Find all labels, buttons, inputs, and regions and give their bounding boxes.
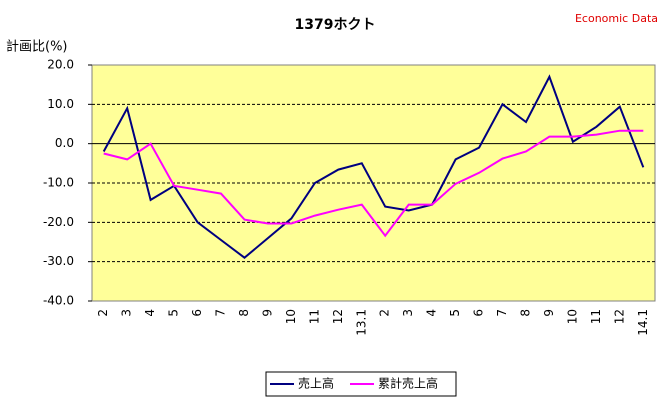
x-tick-label: 5 xyxy=(167,309,181,317)
x-tick-label: 7 xyxy=(214,309,228,317)
x-tick-label: 9 xyxy=(542,309,556,317)
legend: 売上高 累計売上高 xyxy=(265,371,457,397)
x-tick-label: 14.1 xyxy=(636,309,650,336)
x-tick-label: 7 xyxy=(495,309,509,317)
source-label: Economic Data xyxy=(575,12,658,25)
x-tick-label: 10 xyxy=(565,309,579,324)
series-line xyxy=(102,74,645,259)
legend-label: 売上高 xyxy=(298,376,334,391)
x-tick-label: 2 xyxy=(378,309,392,317)
y-tick-label: -20.0 xyxy=(43,215,74,229)
y-tick-label: -10.0 xyxy=(43,176,74,190)
y-tick-label: 0.0 xyxy=(55,136,74,150)
x-tick-label: 2 xyxy=(96,309,110,317)
y-axis-label: 計画比(%) xyxy=(6,39,68,55)
x-tick-label: 3 xyxy=(120,309,134,317)
x-tick-label: 11 xyxy=(307,309,321,324)
y-tick-label: 20.0 xyxy=(47,58,74,72)
chart-title: 1379ホクト xyxy=(295,17,376,33)
legend-label: 累計売上高 xyxy=(378,376,438,391)
y-tick-label: 10.0 xyxy=(47,97,74,111)
x-tick-label: 12 xyxy=(331,309,345,324)
x-tick-label: 9 xyxy=(260,309,274,317)
y-tick-label: -30.0 xyxy=(43,254,74,268)
x-tick-label: 5 xyxy=(448,309,462,317)
x-tick-label: 10 xyxy=(284,309,298,324)
x-tick-label: 13.1 xyxy=(354,309,368,336)
x-tick-label: 6 xyxy=(190,309,204,317)
x-tick-label: 6 xyxy=(472,309,486,317)
x-tick-label: 12 xyxy=(612,309,626,324)
x-tick-label: 4 xyxy=(425,309,439,317)
x-tick-label: 3 xyxy=(401,309,415,317)
series-line xyxy=(103,129,644,238)
x-tick-label: 8 xyxy=(237,309,251,317)
y-tick-label: -40.0 xyxy=(43,294,74,308)
x-tick-label: 11 xyxy=(589,309,603,324)
x-tick-label: 8 xyxy=(518,309,532,317)
x-tick-label: 4 xyxy=(143,309,157,317)
